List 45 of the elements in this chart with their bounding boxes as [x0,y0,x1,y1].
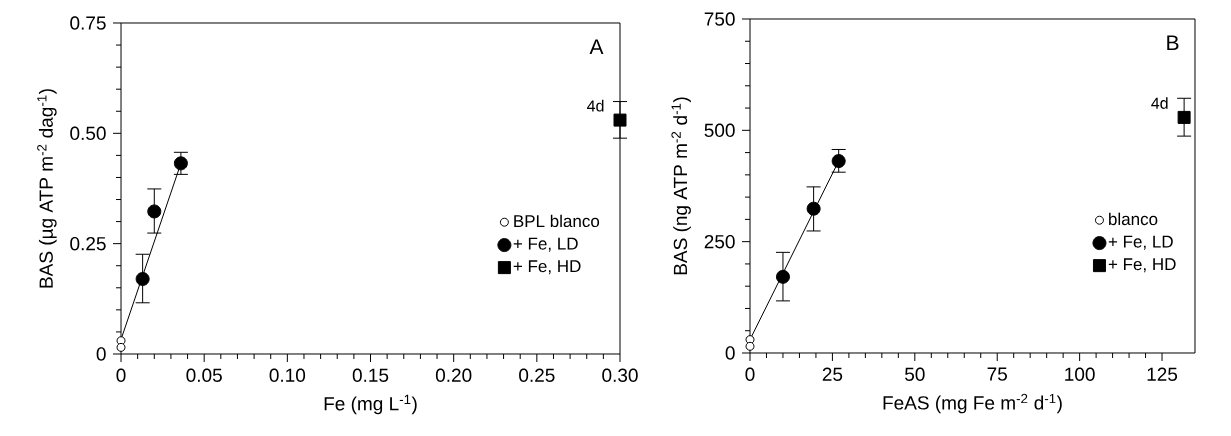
x-tick-label: 0.05 [186,368,222,382]
point [775,269,790,284]
point [116,342,126,352]
y-axis-title: BAS (ng ATP m$^{-2}$ d$^{-1}$) [671,97,691,275]
x-tick-label: 0 [745,367,755,381]
y-tick-label: 0.75 [70,16,106,30]
point [1177,110,1191,124]
x-tick-label: 0.25 [519,368,555,382]
y-tick-label: 250 [704,234,735,249]
point [806,201,821,216]
y-tick-label: 0 [725,346,735,360]
x-tick-label: 0.20 [435,368,472,382]
x-tick-label: 125 [1147,367,1178,381]
annotation: B [1167,35,1179,50]
x-tick-label: 100 [1065,367,1095,381]
x-tick-label: 0.10 [269,368,306,382]
x-axis-title: FeAS (mg Fe m$^{-2}$ d$^{-1}$) [883,393,1062,414]
legend-label: blanco [1109,212,1158,226]
x-tick-label: 0.15 [352,368,389,382]
legend-label: + Fe, HD [513,260,581,275]
y-tick-label: 500 [704,123,735,138]
legend-label: + Fe, LD [513,237,578,252]
x-axis-title: Fe (mg L$^{-1}$) [324,394,417,415]
x-tick-label: 50 [905,367,925,381]
y-tick-label: 0.25 [70,236,106,251]
legend-label: + Fe, HD [1108,258,1176,273]
point [135,271,150,286]
annotation: 4d [1151,97,1168,109]
y-tick-label: 750 [704,12,735,26]
y-axis-title: BAS (µg ATP m$^{-2}$ dag$^{-1}$) [37,89,57,288]
point [831,154,846,169]
legend-label: + Fe, LD [1108,235,1173,250]
x-tick-label: 75 [987,367,1007,381]
point [613,113,627,127]
x-tick-label: 25 [822,367,843,381]
point [173,156,188,171]
y-tick-label: 0.50 [70,126,106,141]
point [745,341,755,351]
y-tick-label: 0 [96,347,106,361]
annotation: A [589,39,604,54]
x-tick-label: 0 [116,368,126,382]
annotation: 4d [587,99,604,112]
x-tick-label: 0.30 [602,368,638,382]
point [147,204,162,219]
legend-label: BPL blanco [514,214,600,228]
